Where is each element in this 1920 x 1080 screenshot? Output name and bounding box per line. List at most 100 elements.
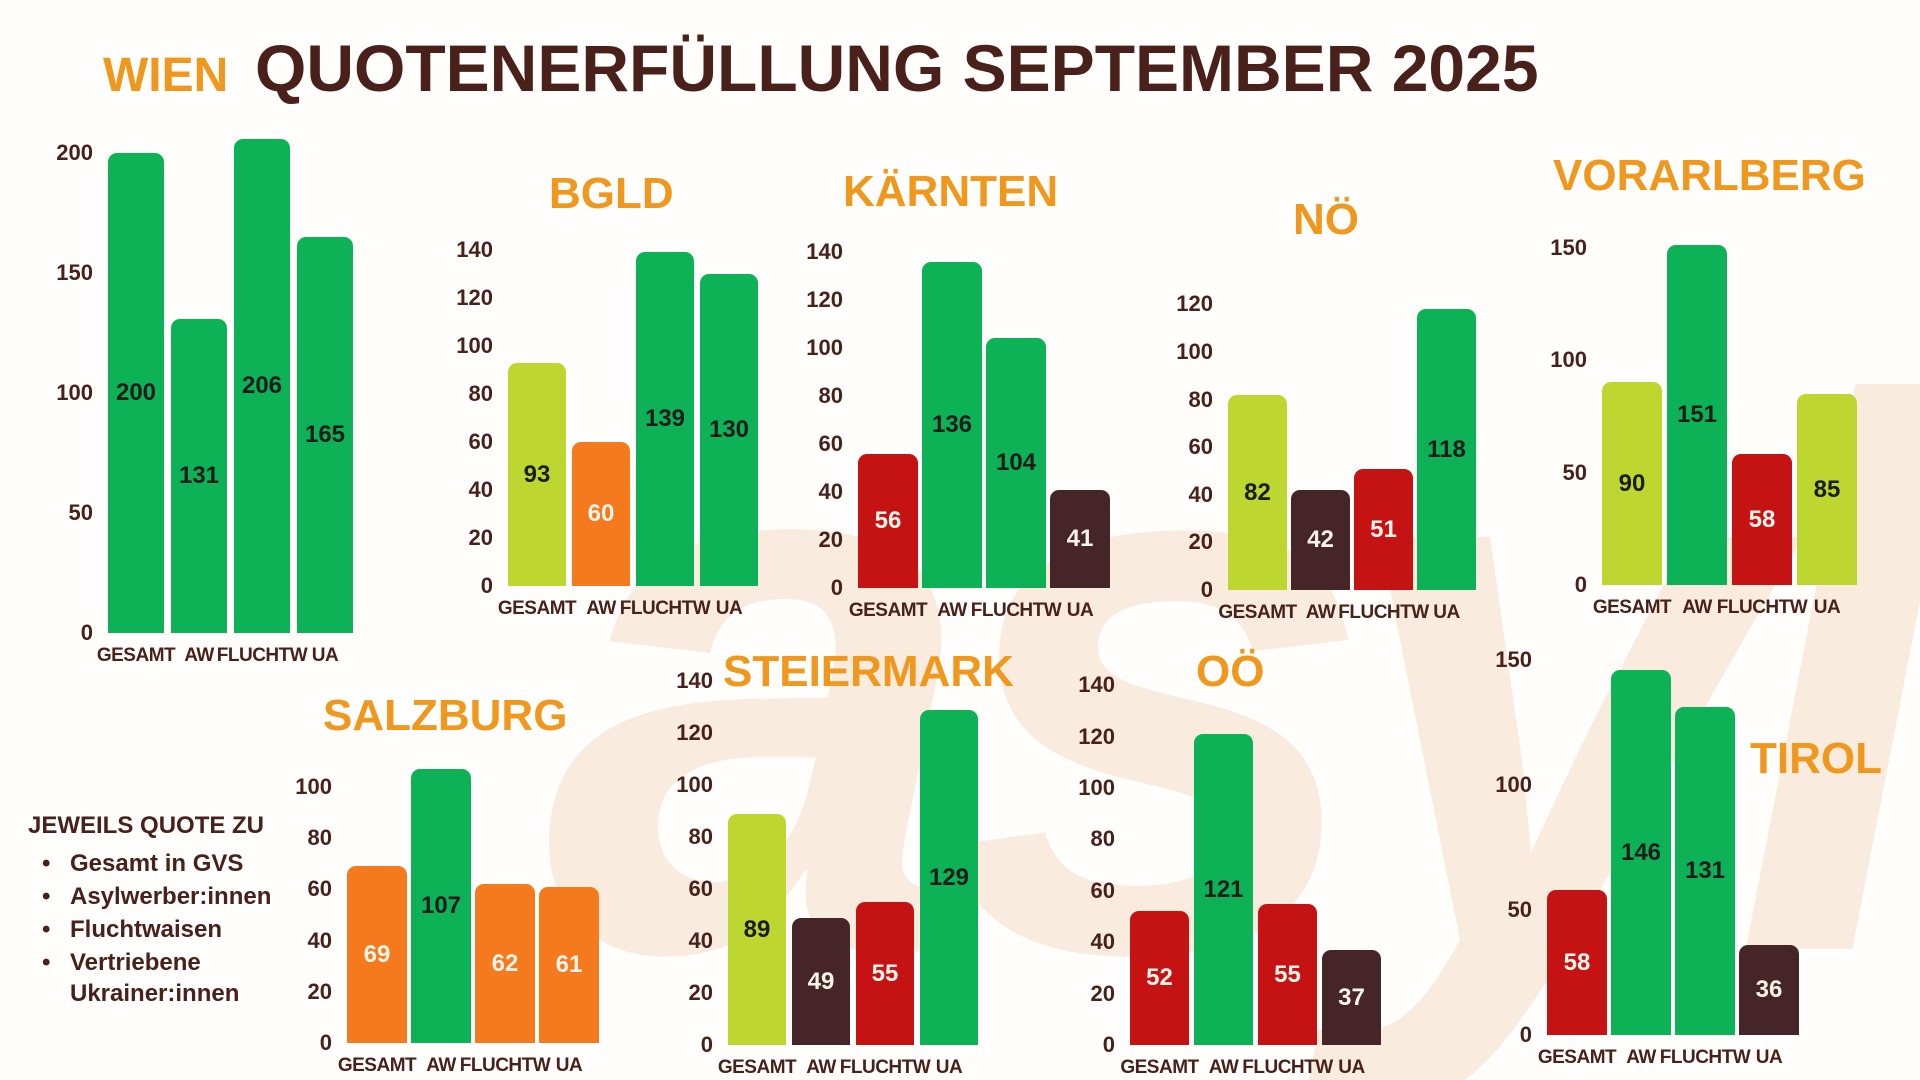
chart-title-vorarlberg: VORARLBERG	[1553, 151, 1866, 200]
axis-tick-krnten: 40	[818, 479, 843, 504]
bar-salzburg-gesamt: 69	[347, 866, 407, 1043]
axis-tick-bgld: 140	[456, 237, 493, 262]
bar-value-label: 58	[1748, 505, 1776, 533]
category-label-wien: UA	[311, 645, 339, 666]
category-label-o: UA	[1338, 1057, 1365, 1078]
bar-value-label: 90	[1618, 469, 1646, 497]
legend-item: • Asylwerber:innen	[28, 881, 278, 912]
bar-tirol-aw: 146	[1611, 670, 1671, 1035]
bar-value-label: 85	[1813, 475, 1841, 503]
bar-value-label: 139	[644, 405, 686, 432]
category-label-o: AW	[1208, 1057, 1239, 1078]
bar-value-label: 129	[928, 863, 970, 891]
bar-value-label: 41	[1066, 525, 1094, 552]
bar-value-label: 56	[874, 507, 902, 534]
axis-tick-krnten: 0	[830, 575, 843, 600]
bar-value-label: 42	[1307, 526, 1334, 553]
axis-tick-n: 100	[1176, 339, 1213, 364]
category-label-tirol: UA	[1755, 1047, 1783, 1068]
bar-value-label: 55	[1274, 960, 1301, 988]
bar-tirol-fluchtw: 131	[1675, 707, 1735, 1035]
axis-tick-salzburg: 60	[307, 876, 332, 901]
bar-wien-fluchtw: 206	[234, 139, 290, 633]
category-label-krnten: GESAMT	[848, 600, 928, 621]
bar-value-label: 69	[363, 940, 391, 968]
chart-title-krnten: KÄRNTEN	[843, 167, 1059, 216]
bar-wien-gesamt: 200	[108, 153, 164, 633]
category-label-bgld: AW	[586, 598, 616, 619]
axis-tick-salzburg: 0	[319, 1030, 332, 1055]
bar-wien-ua: 165	[297, 237, 353, 633]
axis-tick-wien: 100	[56, 380, 93, 405]
axis-tick-krnten: 80	[818, 383, 843, 408]
bar-value-label: 206	[241, 372, 283, 399]
bar-n-fluchtw: 51	[1354, 469, 1413, 590]
bar-value-label: 49	[807, 967, 835, 995]
axis-tick-n: 120	[1176, 291, 1213, 316]
bar-value-label: 52	[1146, 964, 1173, 991]
category-label-vorarlberg: AW	[1682, 597, 1712, 618]
bar-value-label: 60	[587, 500, 615, 527]
axis-tick-wien: 150	[56, 260, 93, 285]
axis-tick-o: 20	[1090, 981, 1115, 1006]
category-label-o: GESAMT	[1120, 1057, 1199, 1078]
bar-steiermark-aw: 49	[792, 918, 850, 1045]
axis-tick-krnten: 20	[818, 527, 843, 552]
axis-tick-tirol: 0	[1519, 1022, 1532, 1047]
legend-heading: JEWEILS QUOTE ZU	[28, 812, 265, 839]
bar-value-label: 61	[555, 951, 583, 978]
axis-tick-wien: 200	[56, 140, 93, 165]
axis-tick-steiermark: 100	[676, 772, 713, 797]
axis-tick-n: 0	[1200, 577, 1213, 602]
axis-tick-o: 40	[1090, 929, 1115, 954]
category-label-vorarlberg: UA	[1813, 597, 1841, 618]
bar-krnten-fluchtw: 104	[986, 338, 1046, 588]
bar-vorarlberg-gesamt: 90	[1602, 382, 1662, 585]
bar-o-gesamt: 52	[1130, 911, 1189, 1045]
axis-tick-salzburg: 40	[307, 928, 332, 953]
axis-tick-bgld: 80	[468, 381, 493, 406]
category-label-bgld: UA	[715, 598, 743, 619]
bar-value-label: 36	[1755, 976, 1783, 1003]
axis-tick-salzburg: 80	[307, 825, 332, 850]
category-label-steiermark: FLUCHTW	[839, 1057, 931, 1078]
bar-value-label: 58	[1563, 948, 1591, 976]
category-label-bgld: FLUCHTW	[619, 598, 711, 619]
category-label-n: GESAMT	[1218, 602, 1297, 623]
bullet-icon: •	[42, 850, 51, 877]
bar-vorarlberg-aw: 151	[1667, 245, 1727, 585]
bar-value-label: 82	[1244, 478, 1271, 506]
axis-tick-steiermark: 40	[688, 928, 713, 953]
bar-value-label: 37	[1338, 983, 1365, 1011]
chart-title-n: NÖ	[1293, 195, 1359, 244]
category-label-krnten: FLUCHTW	[970, 600, 1062, 621]
axis-tick-o: 0	[1102, 1032, 1115, 1057]
axis-tick-tirol: 50	[1507, 897, 1532, 922]
page-title: QUOTENERFÜLLUNG SEPTEMBER 2025	[255, 31, 1539, 105]
bar-value-label: 55	[871, 959, 899, 987]
bar-value-label: 151	[1676, 401, 1718, 428]
bar-steiermark-fluchtw: 55	[856, 902, 914, 1045]
category-label-o: FLUCHTW	[1242, 1057, 1333, 1078]
chart-title-wien: WIEN	[103, 49, 229, 102]
axis-tick-bgld: 60	[468, 429, 493, 454]
chart-title-tirol: TIROL	[1750, 734, 1882, 783]
bar-tirol-ua: 36	[1739, 945, 1799, 1035]
axis-tick-bgld: 100	[456, 333, 493, 358]
axis-tick-krnten: 120	[806, 287, 843, 312]
bullet-icon: •	[42, 916, 51, 943]
bar-salzburg-fluchtw: 62	[475, 884, 535, 1043]
legend-item: • Fluchtwaisen	[28, 914, 278, 945]
chart-title-bgld: BGLD	[549, 169, 674, 218]
axis-tick-n: 60	[1188, 434, 1213, 459]
axis-tick-tirol: 150	[1495, 647, 1532, 672]
axis-tick-vorarlberg: 0	[1574, 572, 1587, 597]
axis-tick-steiermark: 140	[676, 668, 713, 693]
bar-value-label: 131	[1684, 857, 1726, 884]
bar-o-aw: 121	[1194, 734, 1253, 1045]
category-label-wien: FLUCHTW	[216, 645, 308, 666]
axis-tick-n: 80	[1188, 387, 1213, 412]
axis-tick-krnten: 100	[806, 335, 843, 360]
bar-n-gesamt: 82	[1228, 395, 1287, 590]
